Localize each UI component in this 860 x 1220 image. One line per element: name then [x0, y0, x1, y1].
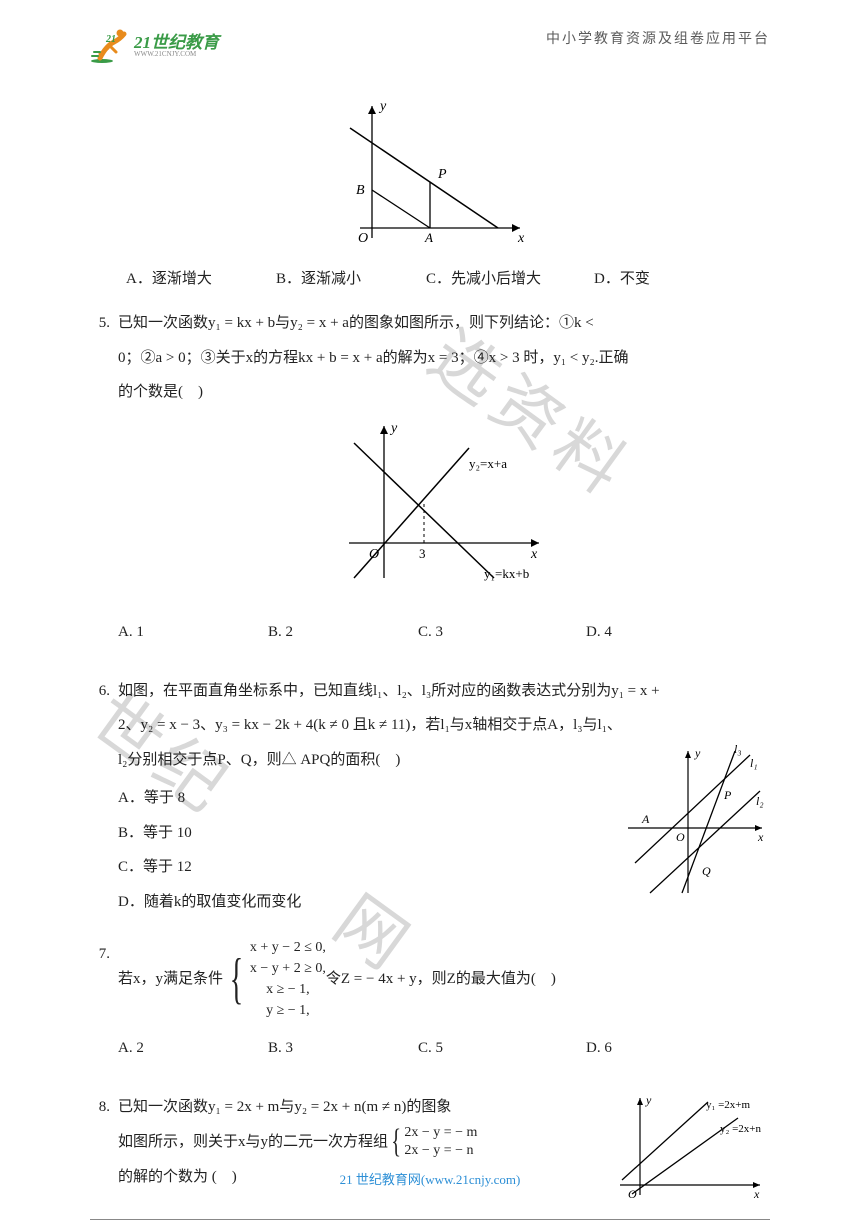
q4-choice-a: A．逐渐增大: [126, 267, 276, 288]
q4-choice-c: C．先减小后增大: [426, 267, 594, 288]
svg-text:x: x: [530, 547, 538, 562]
q5-text-3: 的个数是( ): [118, 375, 770, 410]
svg-text:l₁: l₁: [750, 756, 758, 770]
svg-text:O: O: [358, 231, 368, 246]
q8-figure: y x O y₁ =2x+m y₂ =2x+n: [610, 1090, 770, 1214]
q8-system: { 2x − y = − m 2x − y = − n: [388, 1124, 477, 1160]
q7-choice-a: A. 2: [118, 1031, 268, 1066]
q8-text-2: 如图所示，则关于x与y的二元一次方程组: [118, 1125, 388, 1160]
svg-text:21: 21: [105, 34, 116, 45]
svg-text:O: O: [369, 547, 379, 562]
q7-lead: 若x，y满足条件: [118, 962, 223, 997]
q5: 5. 已知一次函数y₁ = kx + b与y₂ = x + a的图象如图所示，则…: [90, 306, 770, 668]
q8: 8. y x O y₁ =2: [90, 1090, 770, 1214]
q6-text-2: 2、y₂ = x − 3、y₃ = kx − 2k + 4(k ≠ 0 且k ≠…: [118, 708, 770, 743]
q6-number: 6.: [90, 674, 118, 932]
q5-text-2: 0；②a > 0；③关于x的方程kx + b = x + a的解为x = 3；④…: [118, 341, 770, 376]
q7-tail: 令Z = − 4x + y，则Z的最大值为( ): [326, 962, 556, 997]
q4-choice-b: B．逐渐减小: [276, 267, 426, 288]
q5-number: 5.: [90, 306, 118, 668]
logo-runner-icon: 21: [90, 28, 130, 64]
svg-text:y: y: [694, 746, 701, 760]
logo-title: 21世纪教育: [134, 34, 219, 51]
svg-text:y: y: [389, 421, 398, 436]
svg-text:O: O: [676, 830, 685, 844]
svg-text:P: P: [723, 788, 732, 802]
q5-choice-a: A. 1: [118, 615, 268, 650]
q4-choice-d: D．不变: [594, 267, 694, 288]
q7-system: { x + y − 2 ≤ 0, x − y + 2 ≥ 0, x ≥ − 1,…: [223, 937, 326, 1021]
svg-text:P: P: [437, 167, 447, 182]
svg-text:x: x: [753, 1187, 760, 1200]
svg-text:y: y: [378, 99, 387, 114]
q5-choice-d: D. 4: [586, 615, 686, 650]
q5-figure: y x O 3 y₂=x+a y₁=kx+b: [118, 418, 770, 602]
q5-choice-c: C. 3: [418, 615, 586, 650]
header-tagline: 中小学教育资源及组卷应用平台: [546, 28, 770, 48]
svg-text:A: A: [424, 230, 433, 245]
svg-text:y₁=kx+b: y₁=kx+b: [484, 566, 529, 581]
svg-text:y: y: [645, 1093, 652, 1107]
q5-choice-b: B. 2: [268, 615, 418, 650]
site-logo: 21 21世纪教育 WWW.21CNJY.COM: [90, 28, 219, 64]
svg-text:y₂ =2x+n: y₂ =2x+n: [720, 1123, 761, 1135]
svg-text:l₃: l₃: [734, 743, 742, 756]
svg-text:y₁ =2x+m: y₁ =2x+m: [706, 1099, 750, 1111]
q5-text-1: 已知一次函数y₁ = kx + b与y₂ = x + a的图象如图所示，则下列结…: [118, 306, 770, 341]
q6: 6. 如图，在平面直角坐标系中，已知直线l₁、l₂、l₃所对应的函数表达式分别为…: [90, 674, 770, 932]
svg-text:3: 3: [419, 546, 426, 561]
svg-text:x: x: [757, 830, 764, 844]
q4-choices: A．逐渐增大 B．逐渐减小 C．先减小后增大 D．不变: [90, 267, 770, 288]
svg-text:y₂=x+a: y₂=x+a: [469, 456, 507, 471]
q7: 7. 若x，y满足条件 { x + y − 2 ≤ 0, x − y + 2 ≥…: [90, 937, 770, 1084]
q7-choice-c: C. 5: [418, 1031, 586, 1066]
q6-text-1: 如图，在平面直角坐标系中，已知直线l₁、l₂、l₃所对应的函数表达式分别为y₁ …: [118, 674, 770, 709]
svg-text:Q: Q: [702, 864, 711, 878]
svg-text:x: x: [517, 231, 525, 246]
page-header: 21 21世纪教育 WWW.21CNJY.COM 中小学教育资源及组卷应用平台: [90, 28, 770, 64]
q8-number: 8.: [90, 1090, 118, 1214]
q6-figure: y x O A P Q l₁ l₂ l₃: [620, 743, 770, 912]
svg-text:l₂: l₂: [756, 794, 764, 808]
q4-figure: y x O B A P: [90, 98, 770, 253]
svg-text:B: B: [356, 183, 365, 198]
q7-number: 7.: [90, 937, 118, 1084]
logo-url: WWW.21CNJY.COM: [134, 51, 219, 58]
q7-choice-b: B. 3: [268, 1031, 418, 1066]
q7-choice-d: D. 6: [586, 1031, 686, 1066]
svg-text:A: A: [641, 812, 650, 826]
page-footer: 21 世纪教育网(www.21cnjy.com): [0, 1169, 860, 1188]
svg-text:O: O: [628, 1187, 637, 1200]
